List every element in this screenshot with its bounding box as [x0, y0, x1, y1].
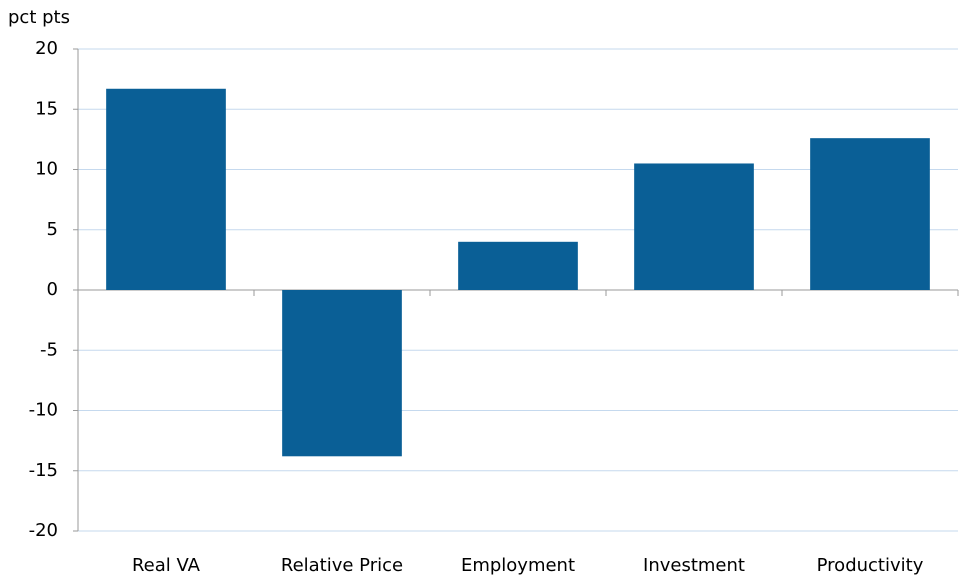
y-tick-label: -5 — [40, 339, 58, 360]
x-tick-label: Relative Price — [281, 555, 403, 576]
bar — [634, 163, 754, 290]
y-axis-label: pct pts — [8, 7, 70, 28]
y-tick-label: 20 — [35, 38, 58, 59]
bar — [458, 241, 578, 290]
x-tick-label: Productivity — [817, 555, 924, 576]
bar — [282, 290, 402, 457]
y-tick-label: 0 — [47, 279, 58, 300]
y-tick-label: -15 — [29, 460, 58, 481]
y-tick-label: -20 — [29, 520, 58, 541]
x-tick-label: Investment — [643, 555, 745, 576]
x-tick-label: Real VA — [132, 555, 201, 576]
y-tick-label: 10 — [35, 159, 58, 180]
y-tick-label: -10 — [29, 400, 58, 421]
bar — [106, 88, 226, 290]
y-tick-label: 15 — [35, 98, 58, 119]
bar — [810, 138, 930, 290]
x-tick-label: Employment — [461, 555, 575, 576]
y-tick-label: 5 — [47, 219, 58, 240]
